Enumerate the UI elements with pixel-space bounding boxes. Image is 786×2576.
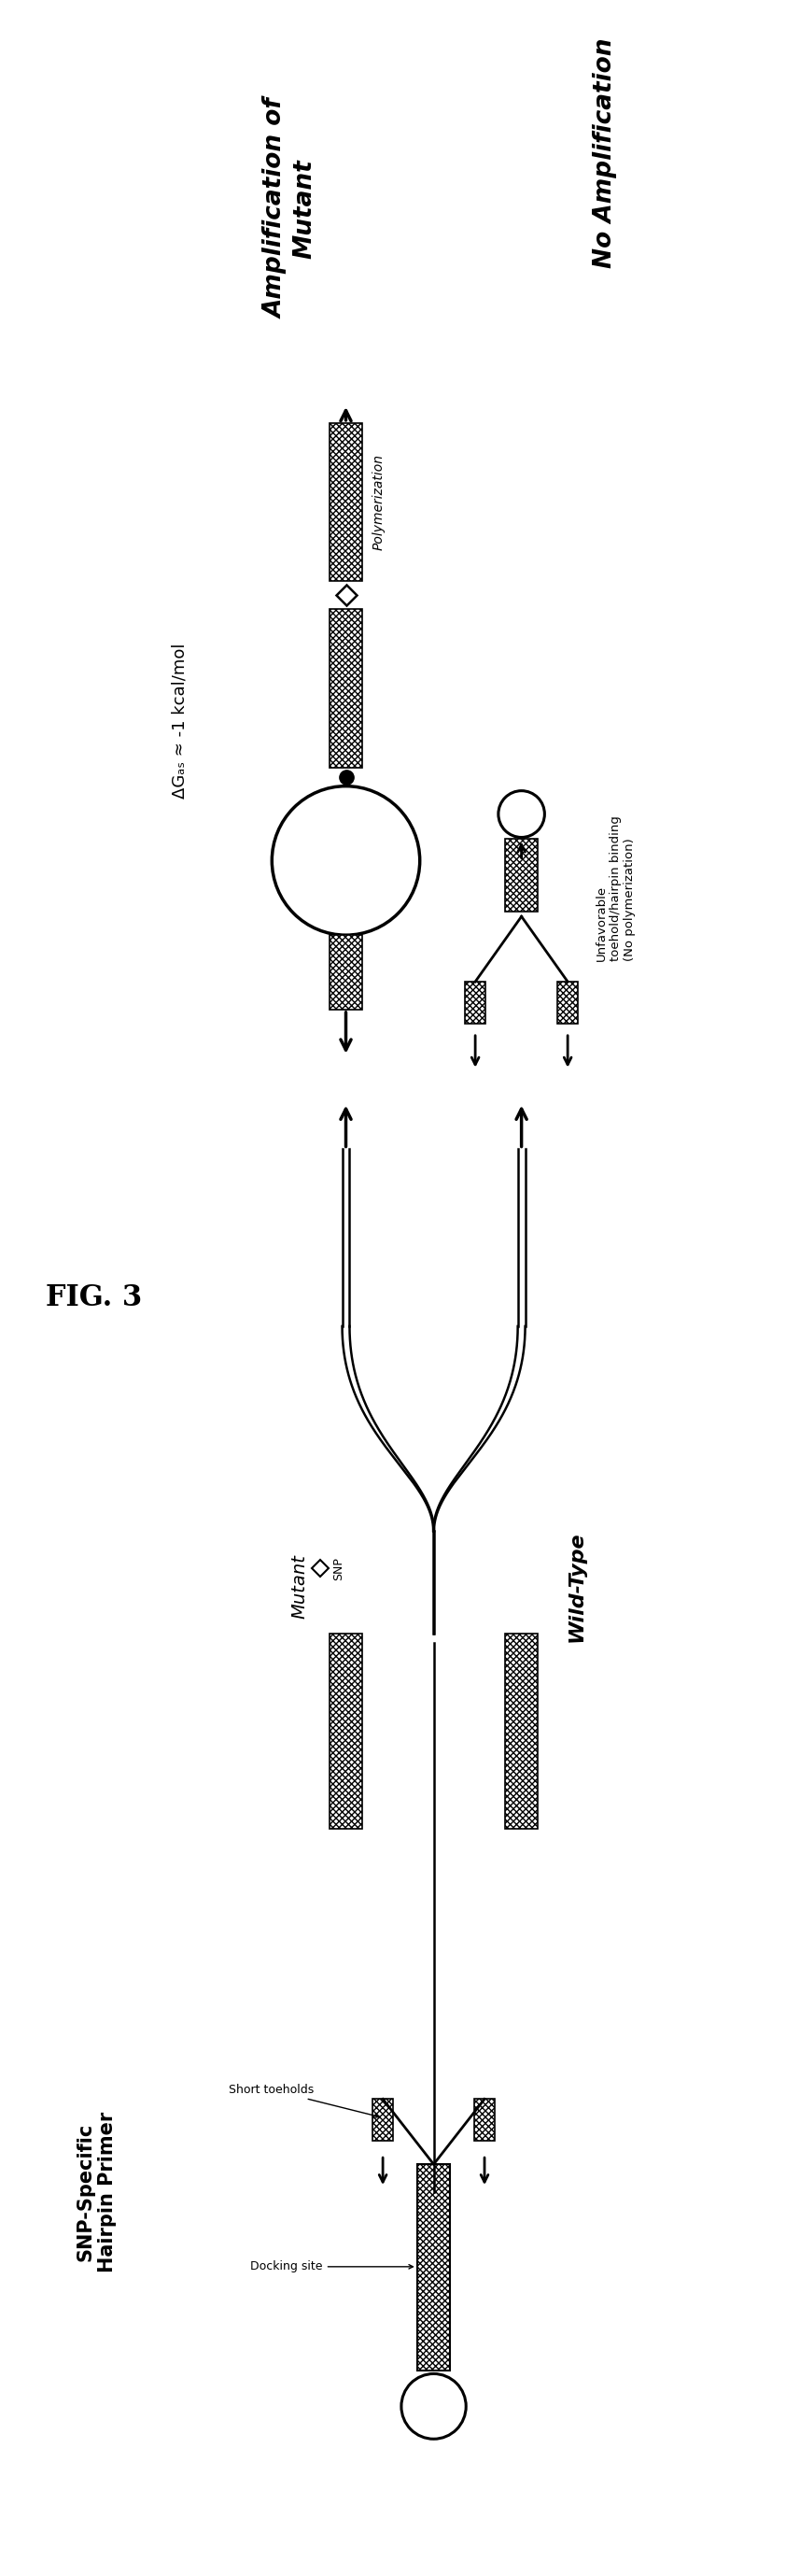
Bar	[474, 2099, 494, 2141]
Text: No Amplification: No Amplification	[593, 39, 617, 268]
Text: FIG. 3: FIG. 3	[46, 1283, 141, 1314]
Bar	[557, 981, 578, 1023]
Bar	[505, 840, 538, 912]
Bar	[329, 422, 362, 582]
Text: Docking site: Docking site	[251, 2262, 413, 2272]
Bar	[417, 2164, 450, 2370]
Bar	[329, 1633, 362, 1829]
Text: SNP-Specific
Hairpin Primer: SNP-Specific Hairpin Primer	[76, 2112, 116, 2272]
Text: SNP: SNP	[332, 1556, 344, 1579]
Text: Wild-Type: Wild-Type	[567, 1533, 586, 1643]
Text: Unfavorable
toehold/hairpin binding
(No polymerization): Unfavorable toehold/hairpin binding (No …	[596, 817, 636, 961]
Bar	[465, 981, 486, 1023]
Bar	[329, 608, 362, 768]
Text: Amplification of
Mutant: Amplification of Mutant	[264, 98, 317, 319]
Bar	[505, 1633, 538, 1829]
Text: Mutant: Mutant	[291, 1556, 309, 1620]
Text: Short toeholds: Short toeholds	[229, 2084, 379, 2117]
Bar	[373, 2099, 393, 2141]
Text: ΔGₐₛ ≈ -1 kcal/mol: ΔGₐₛ ≈ -1 kcal/mol	[171, 644, 188, 799]
Text: Polymerization: Polymerization	[372, 453, 385, 551]
Bar	[329, 935, 362, 1010]
